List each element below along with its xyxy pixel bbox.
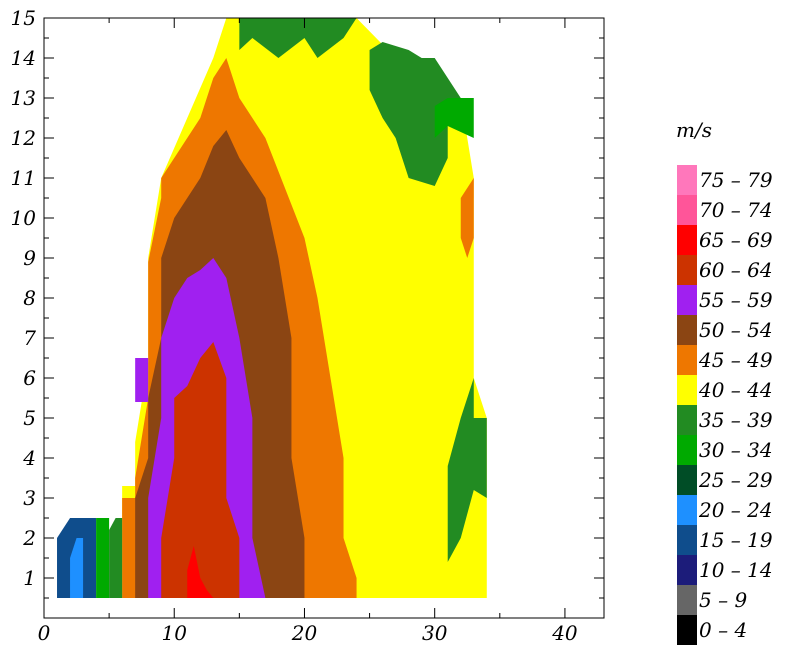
x-tick-label: 30	[422, 621, 448, 645]
x-tick-label: 20	[291, 621, 318, 645]
legend-label: 5 – 9	[699, 588, 747, 612]
legend-swatch	[677, 585, 697, 615]
legend-swatch	[677, 525, 697, 555]
contour-region-6	[460, 178, 474, 258]
legend-label: 50 – 54	[699, 318, 773, 342]
legend-label: 65 – 69	[699, 228, 773, 252]
legend-swatch	[677, 375, 697, 405]
legend-label: 30 – 34	[699, 438, 773, 462]
legend-label: 10 – 14	[699, 558, 773, 582]
legend-swatch	[677, 615, 697, 645]
x-tick-label: 0	[38, 621, 51, 645]
y-tick-label: 7	[23, 326, 36, 350]
legend-label: 70 – 74	[699, 198, 773, 222]
legend-label: 45 – 49	[698, 348, 773, 372]
legend-swatch	[677, 405, 697, 435]
contour-region-3	[434, 98, 474, 138]
y-tick-label: 13	[11, 86, 36, 110]
legend: m/s 75 – 79 70 – 74 65 – 69 60 – 64 55 – 59 5…	[676, 118, 773, 645]
legend-swatch	[677, 255, 697, 285]
legend-swatch	[677, 495, 697, 525]
legend-label: 20 – 24	[698, 498, 773, 522]
y-tick-label: 4	[22, 446, 36, 470]
contour-region-2	[369, 42, 474, 186]
contour-region-4	[239, 18, 357, 58]
legend-label: 55 – 59	[699, 288, 773, 312]
legend-label: 0 – 4	[699, 618, 747, 642]
y-tick-label: 2	[22, 526, 36, 550]
y-tick-label: 9	[23, 246, 36, 270]
contour-regions	[57, 18, 487, 598]
x-tick-label: 40	[551, 621, 578, 645]
legend-swatch	[677, 435, 697, 465]
legend-title: m/s	[676, 118, 712, 142]
legend-swatch	[677, 195, 697, 225]
contour-region-11	[187, 546, 214, 598]
legend-label: 35 – 39	[699, 408, 773, 432]
contour-region-15	[109, 518, 123, 598]
y-tick-label: 6	[23, 366, 36, 390]
y-tick-label: 10	[11, 206, 37, 230]
legend-swatch	[677, 315, 697, 345]
contour-region-13	[70, 538, 84, 598]
legend-label: 25 – 29	[698, 468, 773, 492]
contour-region-9	[135, 358, 149, 402]
y-tick-label: 11	[11, 166, 36, 190]
y-tick-label: 3	[23, 486, 36, 510]
legend-label: 75 – 79	[699, 168, 773, 192]
legend-swatch	[677, 555, 697, 585]
legend-label: 15 – 19	[699, 528, 773, 552]
contour-region-10	[161, 342, 240, 598]
legend-swatch	[677, 165, 697, 195]
legend-swatch	[677, 465, 697, 495]
x-tick-label: 10	[162, 621, 188, 645]
legend-swatch	[677, 225, 697, 255]
legend-label: 40 – 44	[698, 378, 773, 402]
y-tick-label: 5	[23, 406, 36, 430]
y-tick-label: 12	[11, 126, 36, 150]
legend-swatch	[677, 345, 697, 375]
contour-region-14	[96, 518, 110, 598]
y-tick-label: 8	[23, 286, 36, 310]
y-tick-label: 1	[23, 566, 36, 590]
y-tick-label: 15	[11, 6, 36, 30]
y-tick-label: 14	[11, 46, 36, 70]
contour-region-1	[447, 378, 487, 562]
legend-swatch	[677, 285, 697, 315]
legend-label: 60 – 64	[699, 258, 773, 282]
